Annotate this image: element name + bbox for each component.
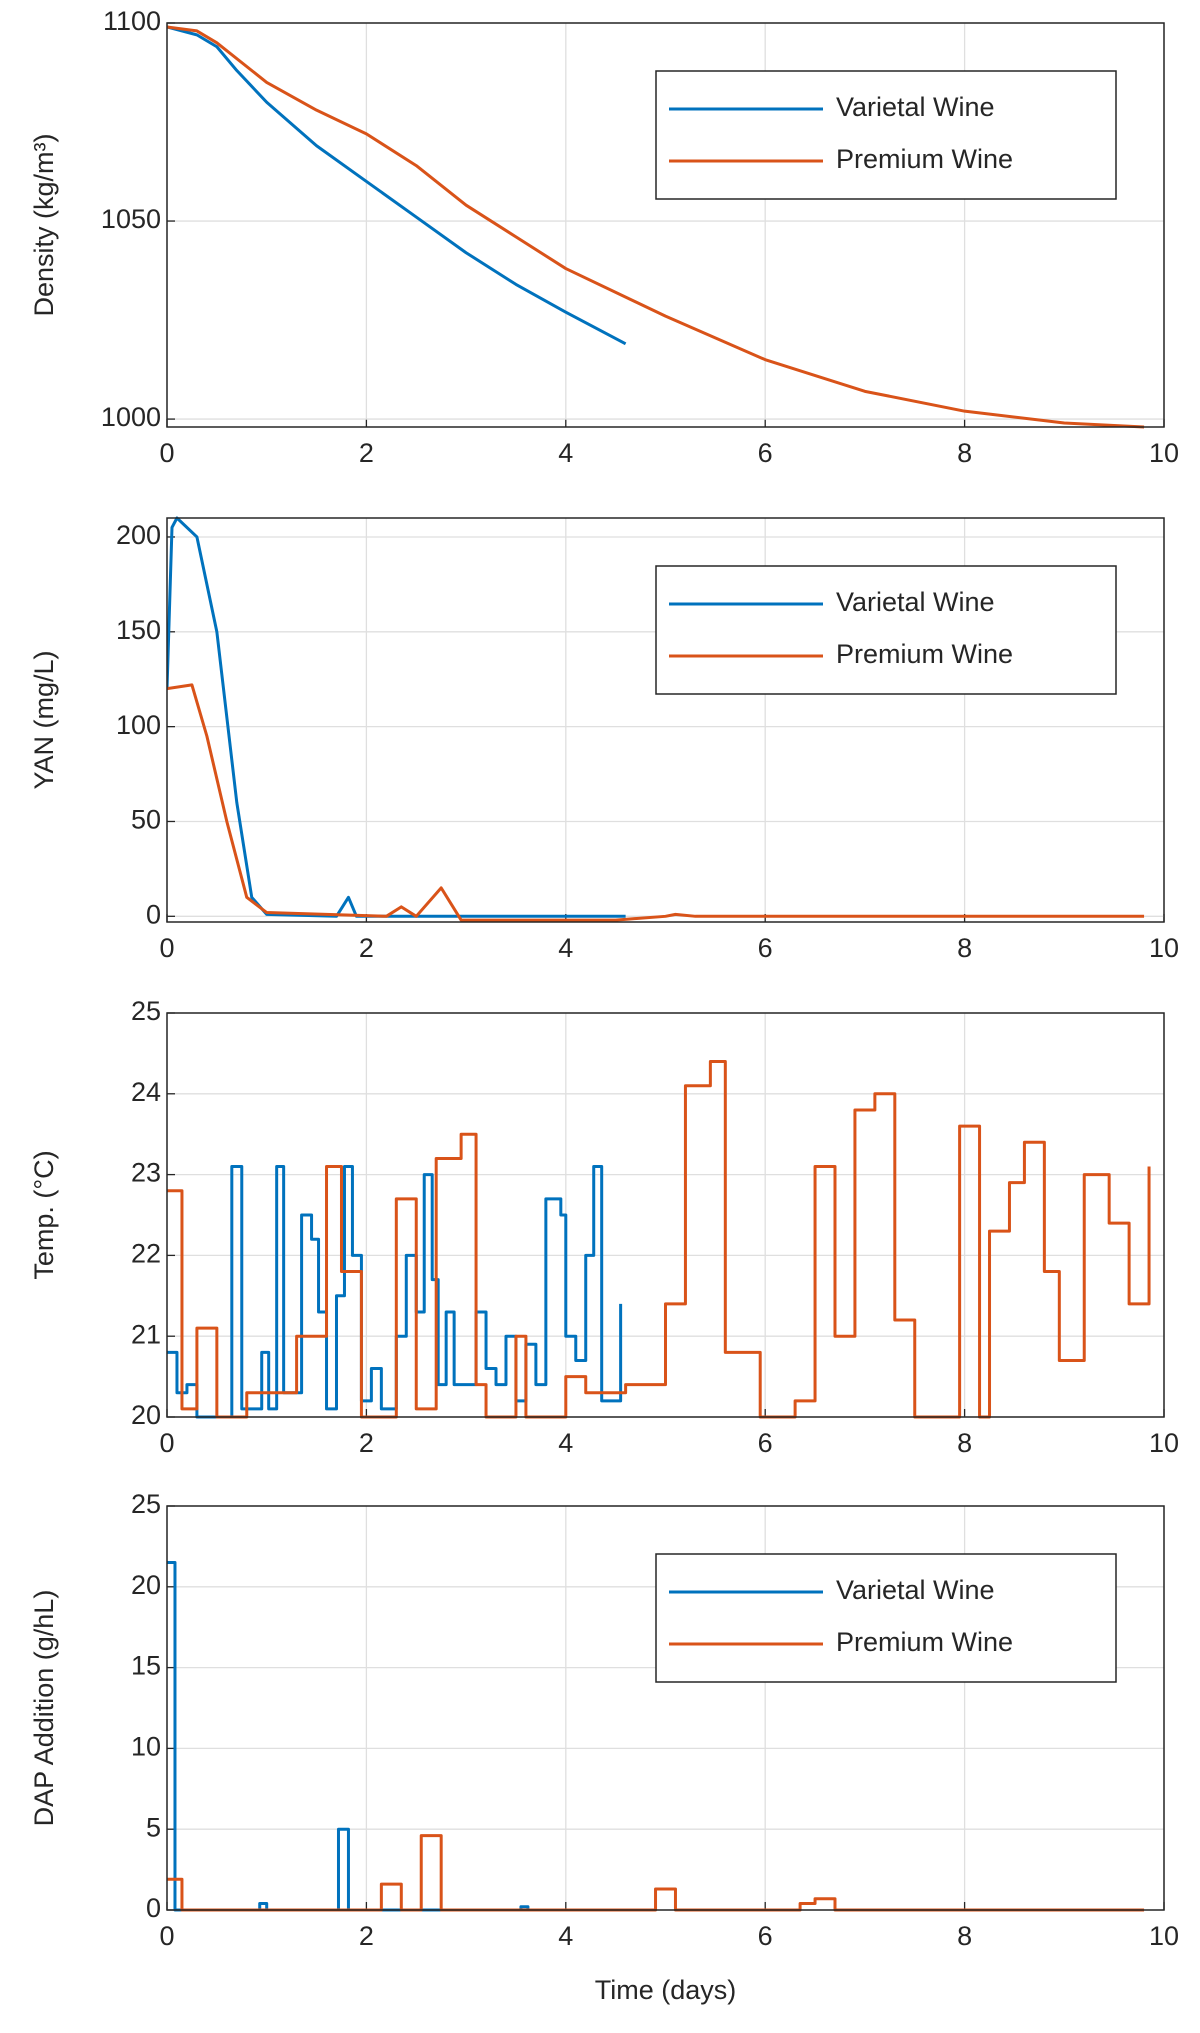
y-tick-label: 0 (146, 1893, 161, 1923)
legend: Varietal Wine Premium Wine (655, 1553, 1117, 1683)
y-axis-label: Temp. (°C) (29, 1150, 59, 1279)
x-axis-label: Time (days) (595, 1975, 737, 2005)
legend-label: Varietal Wine (836, 92, 995, 122)
legend-label: Premium Wine (836, 639, 1013, 669)
y-axis-label: DAP Addition (g/hL) (29, 1590, 59, 1827)
legend: Varietal Wine Premium Wine (655, 565, 1117, 695)
y-tick-label: 100 (116, 710, 161, 740)
x-tick-label: 4 (558, 933, 573, 963)
legend-label: Premium Wine (836, 1627, 1013, 1657)
y-tick-label: 1050 (101, 204, 161, 234)
y-tick-label: 22 (131, 1239, 161, 1269)
x-tick-label: 6 (758, 438, 773, 468)
legend-box (655, 70, 1117, 200)
legend-label: Premium Wine (836, 144, 1013, 174)
legend-box (655, 565, 1117, 695)
y-tick-label: 5 (146, 1812, 161, 1842)
series-line (167, 1059, 1151, 1419)
y-tick-label: 50 (131, 805, 161, 835)
x-tick-label: 6 (758, 933, 773, 963)
y-tick-label: 1000 (101, 402, 161, 432)
x-tick-label: 10 (1149, 1428, 1179, 1458)
legend-label: Varietal Wine (836, 1575, 995, 1605)
x-tick-label: 2 (359, 438, 374, 468)
x-tick-label: 10 (1149, 438, 1179, 468)
axes-box (166, 1505, 1165, 1911)
x-tick-label: 2 (359, 1428, 374, 1458)
y-tick-label: 23 (131, 1158, 161, 1188)
x-tick-label: 6 (758, 1921, 773, 1951)
y-tick-label: 15 (131, 1651, 161, 1681)
x-tick-label: 8 (957, 1921, 972, 1951)
x-tick-label: 0 (159, 438, 174, 468)
y-tick-label: 21 (131, 1319, 161, 1349)
legend-label: Varietal Wine (836, 587, 995, 617)
y-tick-label: 1100 (103, 6, 161, 36)
series-line (167, 25, 627, 346)
x-tick-label: 8 (957, 1428, 972, 1458)
x-tick-label: 10 (1149, 1921, 1179, 1951)
axes-box (166, 1012, 1165, 1418)
y-tick-label: 10 (131, 1732, 161, 1762)
legend-box (655, 1553, 1117, 1683)
x-tick-label: 4 (558, 438, 573, 468)
x-tick-label: 0 (159, 1428, 174, 1458)
chart-panel: 0 2 4 6 8 10 1000 1050 1100 Density (kg/m³) Variet… (29, 6, 1179, 468)
series-line (167, 25, 1145, 429)
x-tick-label: 4 (558, 1428, 573, 1458)
y-tick-label: 0 (146, 899, 161, 929)
y-axis-label: Density (kg/m³) (29, 133, 59, 316)
y-axis-label: YAN (mg/L) (29, 650, 59, 789)
legend: Varietal Wine Premium Wine (655, 70, 1117, 200)
y-tick-label: 20 (131, 1400, 161, 1430)
x-tick-label: 6 (758, 1428, 773, 1458)
y-tick-label: 25 (131, 1489, 161, 1519)
series-line (167, 516, 626, 918)
x-tick-label: 10 (1149, 933, 1179, 963)
y-tick-label: 200 (116, 520, 161, 550)
series-line (167, 1165, 623, 1419)
series-line (167, 683, 1145, 922)
y-tick-label: 24 (131, 1077, 161, 1107)
x-tick-label: 4 (558, 1921, 573, 1951)
axes-box (166, 22, 1165, 428)
y-tick-label: 20 (131, 1570, 161, 1600)
axes-box (166, 517, 1165, 923)
x-tick-label: 0 (159, 1921, 174, 1951)
x-tick-label: 8 (957, 438, 972, 468)
x-tick-label: 0 (159, 933, 174, 963)
x-tick-label: 2 (359, 1921, 374, 1951)
x-tick-label: 2 (359, 933, 374, 963)
x-tick-label: 8 (957, 933, 972, 963)
y-tick-label: 150 (116, 615, 161, 645)
chart-panel: 0 2 4 6 8 10 0 5 10 15 20 25 DAP Addition (g/hL) Time… (29, 1489, 1179, 2005)
y-tick-label: 25 (131, 996, 161, 1026)
